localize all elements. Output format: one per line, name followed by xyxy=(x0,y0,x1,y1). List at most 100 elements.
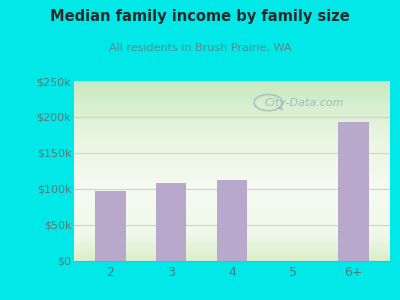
Bar xyxy=(74,129,390,130)
Bar xyxy=(74,186,390,188)
Bar xyxy=(338,122,369,261)
Bar xyxy=(74,158,390,159)
Bar xyxy=(74,148,390,150)
Bar xyxy=(74,87,390,88)
Bar xyxy=(74,82,390,84)
Bar xyxy=(74,100,390,102)
Bar xyxy=(74,150,390,152)
Bar xyxy=(74,201,390,202)
Bar xyxy=(74,204,390,206)
Bar xyxy=(156,183,186,261)
Bar xyxy=(74,153,390,154)
Bar xyxy=(74,135,390,136)
Bar xyxy=(74,255,390,256)
Bar xyxy=(74,200,390,201)
Bar xyxy=(74,117,390,118)
Bar xyxy=(74,248,390,249)
Bar xyxy=(74,144,390,146)
Bar xyxy=(74,183,390,184)
Bar xyxy=(74,98,390,99)
Bar xyxy=(74,236,390,237)
Bar xyxy=(74,103,390,105)
Bar xyxy=(74,156,390,158)
Bar xyxy=(74,168,390,170)
Bar xyxy=(74,192,390,194)
Bar xyxy=(74,243,390,244)
Bar xyxy=(74,134,390,135)
Bar xyxy=(74,88,390,90)
Bar xyxy=(74,260,390,261)
Bar xyxy=(74,174,390,176)
Bar xyxy=(74,169,390,171)
Text: All residents in Brush Prairie, WA: All residents in Brush Prairie, WA xyxy=(109,44,291,53)
Bar xyxy=(74,116,390,117)
Bar xyxy=(74,84,390,86)
Bar xyxy=(74,189,390,190)
Bar xyxy=(74,108,390,110)
Bar xyxy=(74,231,390,232)
Bar xyxy=(74,111,390,112)
Bar xyxy=(74,126,390,128)
Bar xyxy=(74,102,390,104)
Bar xyxy=(74,123,390,124)
Bar xyxy=(74,190,390,192)
Bar xyxy=(74,258,390,260)
Bar xyxy=(74,195,390,196)
Bar xyxy=(74,85,390,87)
Bar xyxy=(74,120,390,122)
Bar xyxy=(74,216,390,218)
Bar xyxy=(74,171,390,172)
Bar xyxy=(74,246,390,247)
Bar xyxy=(74,147,390,148)
Bar xyxy=(74,167,390,168)
Bar xyxy=(74,242,390,243)
Bar xyxy=(74,213,390,214)
Bar xyxy=(74,182,390,183)
Bar xyxy=(74,118,390,120)
Bar xyxy=(74,206,390,207)
Bar xyxy=(74,164,390,165)
Bar xyxy=(74,234,390,236)
Bar xyxy=(74,130,390,132)
Bar xyxy=(74,162,390,164)
Bar xyxy=(74,218,390,219)
Bar xyxy=(74,132,390,134)
Bar xyxy=(74,110,390,111)
Bar xyxy=(74,99,390,100)
Bar xyxy=(74,244,390,246)
Bar xyxy=(74,141,390,142)
Bar xyxy=(74,237,390,238)
Bar xyxy=(74,92,390,93)
Bar xyxy=(74,256,390,258)
Bar xyxy=(74,94,390,96)
Bar xyxy=(74,128,390,129)
Bar xyxy=(74,176,390,177)
Bar xyxy=(74,154,390,156)
Bar xyxy=(74,212,390,213)
Bar xyxy=(74,222,390,224)
Bar xyxy=(74,180,390,182)
Bar xyxy=(95,191,126,261)
Bar xyxy=(74,196,390,198)
Bar xyxy=(74,207,390,208)
Bar xyxy=(74,122,390,123)
Bar xyxy=(74,93,390,94)
Bar xyxy=(74,172,390,174)
Bar xyxy=(74,232,390,234)
Bar xyxy=(74,226,390,228)
Bar xyxy=(74,159,390,160)
Bar xyxy=(74,228,390,230)
Bar xyxy=(74,254,390,255)
Bar xyxy=(74,249,390,250)
Text: Median family income by family size: Median family income by family size xyxy=(50,9,350,24)
Bar xyxy=(74,114,390,116)
Bar xyxy=(74,146,390,147)
Bar xyxy=(74,225,390,226)
Bar xyxy=(74,106,390,108)
Bar xyxy=(74,240,390,242)
Bar xyxy=(74,224,390,225)
Text: City-Data.com: City-Data.com xyxy=(265,98,344,108)
Bar xyxy=(74,165,390,166)
Bar xyxy=(217,180,247,261)
Bar xyxy=(74,177,390,178)
